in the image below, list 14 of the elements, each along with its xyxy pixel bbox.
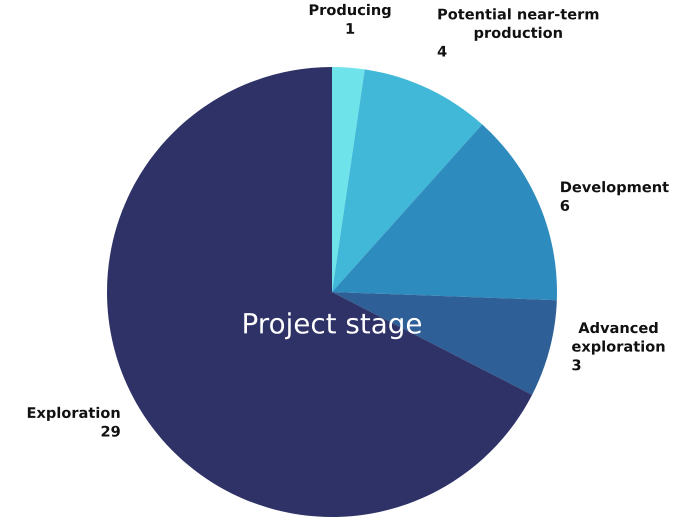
data-label: 3	[572, 359, 580, 370]
data-label: 1	[346, 23, 354, 34]
data-label: 4	[438, 46, 447, 56]
text: Project stage	[244, 312, 422, 340]
slice-label: Producing	[310, 4, 390, 18]
pie-slice	[332, 124, 557, 300]
pie-slice	[332, 69, 482, 292]
slice-label: Development	[561, 181, 669, 196]
pie-slice	[332, 67, 365, 292]
slice-label: Potential near-term production	[438, 8, 598, 41]
data-label: 6	[560, 200, 570, 211]
slice-label: Advanced exploration	[572, 322, 664, 355]
data-label: 29	[102, 426, 120, 437]
slice-label: Exploration	[28, 406, 120, 421]
